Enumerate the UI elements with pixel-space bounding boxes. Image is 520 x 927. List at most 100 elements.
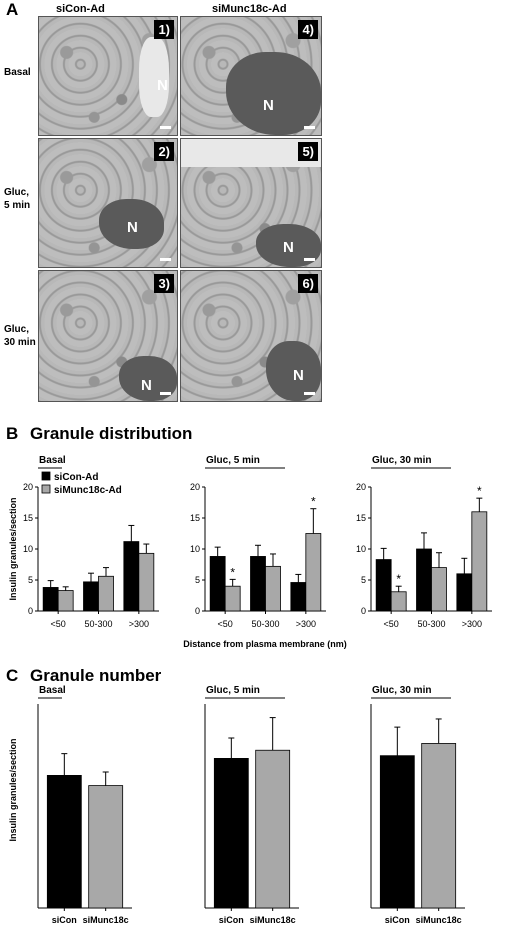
- y-tick-label: 0: [28, 606, 33, 616]
- x-tick-label: >300: [462, 619, 482, 629]
- row-label-gluc-30min: Gluc, 30 min: [4, 324, 36, 348]
- y-tick-label: 5: [361, 575, 366, 585]
- bar-sicon: [42, 587, 59, 612]
- bar-simunc18c: [224, 585, 241, 612]
- x-tick-label: siCon: [219, 915, 244, 925]
- chart-subtitle: Basal: [39, 685, 66, 696]
- bar-sicon: [213, 758, 249, 909]
- nucleus-label: N: [157, 77, 168, 94]
- bar-simunc18c: [57, 590, 74, 612]
- bar-sicon: [416, 548, 432, 612]
- y-tick-label: 15: [190, 513, 200, 523]
- significance-star: *: [230, 565, 235, 579]
- significance-star: *: [396, 572, 401, 586]
- micrograph-3: 3) N: [38, 270, 178, 402]
- x-tick-label: siCon: [385, 915, 410, 925]
- y-tick-label: 20: [190, 482, 200, 492]
- y-tick-label: 0: [195, 606, 200, 616]
- x-tick-label: 50-300: [417, 619, 445, 629]
- panel-a-letter: A: [6, 0, 19, 19]
- x-tick-label: <50: [384, 619, 399, 629]
- x-tick-label: >300: [296, 619, 316, 629]
- bar-simunc18c: [138, 552, 155, 612]
- scale-bar: [304, 126, 315, 129]
- legend-swatch-simunc18c: [41, 484, 51, 494]
- panel-b-letter: B: [6, 424, 19, 443]
- legend-label-sicon: siCon-Ad: [54, 472, 98, 483]
- panel-number: 2): [154, 142, 174, 161]
- row-label-gluc-5min: Gluc, 5 min: [4, 187, 31, 211]
- x-tick-label: <50: [51, 619, 66, 629]
- bar-sicon: [379, 755, 415, 909]
- bar-sicon: [83, 581, 99, 612]
- panel-number: 3): [154, 274, 174, 293]
- bar-simunc18c: [431, 567, 447, 612]
- chart-subtitle: Basal: [39, 455, 66, 466]
- bar-sicon: [290, 582, 307, 612]
- chart-subtitle: Gluc, 30 min: [372, 455, 431, 466]
- col-label-sicon: siCon-Ad: [56, 3, 105, 15]
- scale-bar: [160, 392, 171, 395]
- x-tick-label: siMunc18c: [83, 915, 129, 925]
- bar-simunc18c: [305, 533, 322, 612]
- y-tick-label: 10: [190, 544, 200, 554]
- bar-sicon: [456, 573, 473, 612]
- y-axis-label: Insulin granules/section: [8, 738, 18, 841]
- chart-subtitle: Gluc, 5 min: [206, 685, 260, 696]
- scale-bar: [304, 258, 315, 261]
- bar-simunc18c: [471, 511, 488, 612]
- nucleus-label: N: [293, 367, 304, 384]
- legend-label-simunc18c: siMunc18c-Ad: [54, 485, 122, 496]
- nucleus-label: N: [283, 239, 294, 256]
- col-label-simunc18c: siMunc18c-Ad: [212, 3, 287, 15]
- row-label-basal: Basal: [4, 67, 31, 78]
- y-tick-label: 10: [23, 544, 33, 554]
- panel-number: 4): [298, 20, 318, 39]
- bar-sicon: [209, 556, 226, 612]
- x-tick-label: >300: [129, 619, 149, 629]
- panel-c-letter: C: [6, 666, 19, 685]
- y-tick-label: 5: [195, 575, 200, 585]
- y-axis-label: Insulin granules/section: [8, 497, 18, 600]
- x-tick-label: siCon: [52, 915, 77, 925]
- bar-sicon: [123, 541, 140, 612]
- nucleus-label: N: [141, 377, 152, 394]
- micrograph-4: 4) N: [180, 16, 322, 136]
- bar-sicon: [46, 775, 82, 909]
- panel-number: 1): [154, 20, 174, 39]
- nucleus-label: N: [127, 219, 138, 236]
- significance-star: *: [477, 484, 482, 498]
- x-tick-label: 50-300: [251, 619, 279, 629]
- nucleus-label: N: [263, 97, 274, 114]
- y-tick-label: 20: [23, 482, 33, 492]
- scale-bar: [160, 126, 171, 129]
- bar-sicon: [375, 559, 392, 612]
- y-tick-label: 0: [361, 606, 366, 616]
- legend-swatch-sicon: [41, 471, 51, 481]
- panel-number: 5): [298, 142, 318, 161]
- y-tick-label: 15: [356, 513, 366, 523]
- chart-subtitle: Gluc, 30 min: [372, 685, 431, 696]
- bar-simunc18c: [98, 575, 114, 612]
- panel-number: 6): [298, 274, 318, 293]
- micrograph-5: 5) N: [180, 138, 322, 268]
- y-tick-label: 5: [28, 575, 33, 585]
- bar-simunc18c: [421, 743, 457, 909]
- bar-simunc18c: [255, 749, 291, 909]
- bar-sicon: [250, 556, 266, 612]
- x-tick-label: <50: [218, 619, 233, 629]
- bar-simunc18c: [265, 565, 281, 612]
- micrograph-6: 6) N: [180, 270, 322, 402]
- x-tick-label: siMunc18c: [416, 915, 462, 925]
- bar-simunc18c: [88, 785, 124, 909]
- micrograph-1: 1) N: [38, 16, 178, 136]
- panel-b-title: Granule distribution: [30, 424, 193, 443]
- y-tick-label: 15: [23, 513, 33, 523]
- y-tick-label: 10: [356, 544, 366, 554]
- scale-bar: [304, 392, 315, 395]
- significance-star: *: [311, 495, 316, 509]
- x-tick-label: 50-300: [84, 619, 112, 629]
- bar-simunc18c: [390, 591, 407, 612]
- chart-subtitle: Gluc, 5 min: [206, 455, 260, 466]
